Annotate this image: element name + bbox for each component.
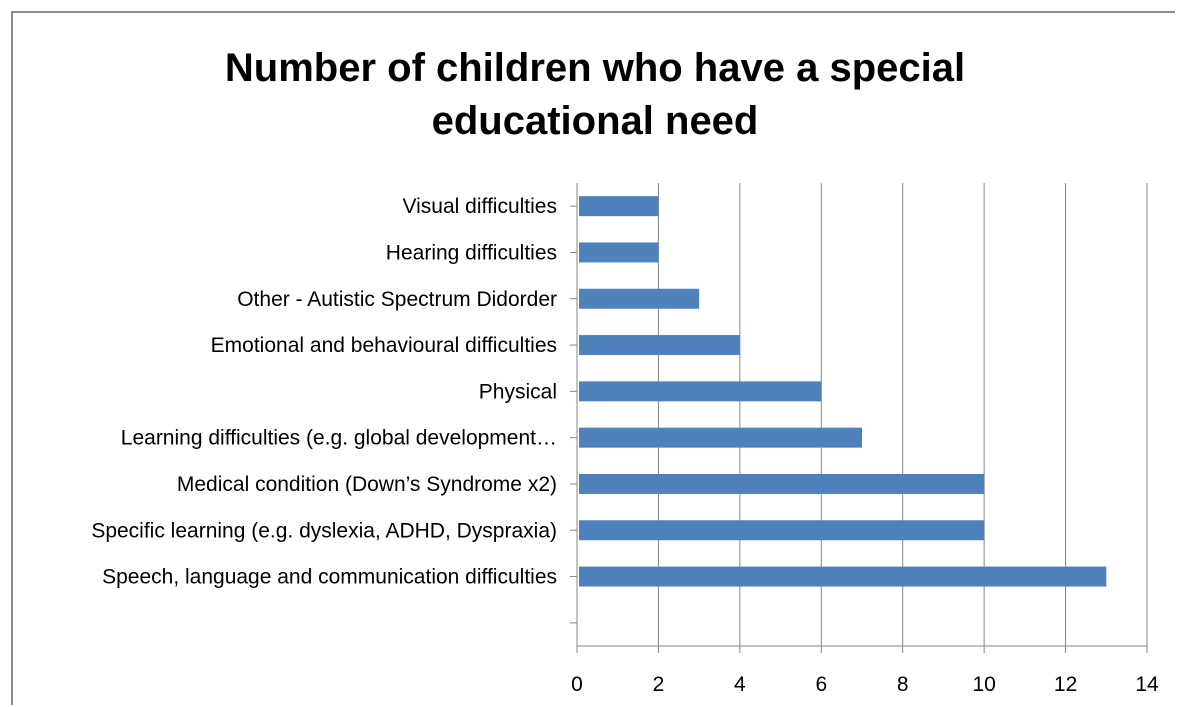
bar <box>579 288 700 309</box>
chart-frame <box>11 11 1175 705</box>
category-label: Visual difficulties <box>403 195 557 218</box>
x-tick-label: 6 <box>815 673 827 696</box>
x-tick-label: 10 <box>972 673 995 696</box>
category-label: Learning difficulties (e.g. global devel… <box>121 427 557 450</box>
x-tick-label: 0 <box>571 673 583 696</box>
x-tick-label: 14 <box>1135 673 1159 696</box>
category-label: Other - Autistic Spectrum Didorder <box>237 288 557 311</box>
bar <box>579 242 659 263</box>
category-label: Medical condition (Down’s Syndrome x2) <box>177 473 557 496</box>
x-tick-label: 2 <box>653 673 665 696</box>
category-label: Speech, language and communication diffi… <box>102 566 557 589</box>
bar <box>579 427 862 448</box>
x-tick-label: 12 <box>1054 673 1077 696</box>
category-label: Emotional and behavioural difficulties <box>211 334 557 357</box>
bar <box>579 520 985 541</box>
x-tick-label: 8 <box>897 673 909 696</box>
bar <box>579 196 659 217</box>
bar <box>579 335 740 356</box>
category-label: Hearing difficulties <box>386 241 557 264</box>
x-tick-label: 4 <box>734 673 746 696</box>
bar <box>579 473 985 494</box>
chart-title: Number of children who have a special ed… <box>224 46 966 143</box>
category-label: Specific learning (e.g. dyslexia, ADHD, … <box>91 519 557 542</box>
category-label: Physical <box>479 380 557 403</box>
bar <box>579 566 1107 587</box>
bar <box>579 381 822 402</box>
